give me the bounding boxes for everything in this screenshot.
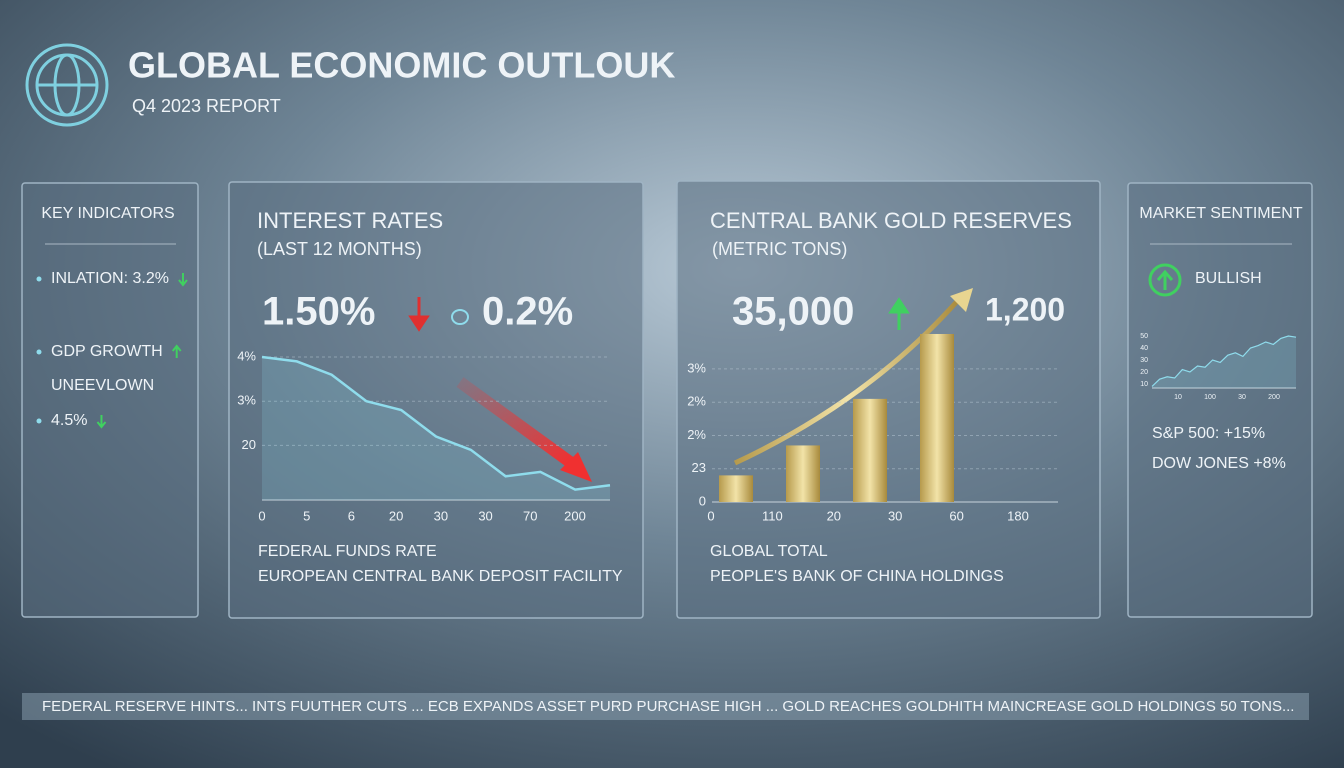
area <box>1152 336 1296 388</box>
y-tick-label: 4% <box>237 348 256 363</box>
indicator: UNEEVLOWN <box>51 377 154 394</box>
x-tick-label: 0 <box>707 508 714 523</box>
bull-icon-arrow <box>1156 269 1174 290</box>
x-tick-label: 5 <box>303 508 310 523</box>
x-tick-label: 180 <box>1007 508 1029 523</box>
panel-title: CENTRAL BANK GOLD RESERVES <box>710 208 1072 233</box>
interest-panel <box>228 181 644 619</box>
growth-arrow <box>733 296 962 466</box>
up-arrow <box>888 297 910 330</box>
bar <box>786 445 820 502</box>
bar <box>853 398 887 502</box>
growth-arrow-head <box>950 288 973 312</box>
indicator: 4.5% <box>51 412 87 429</box>
x-tick-label: 30 <box>1238 394 1246 401</box>
line <box>1151 335 1297 387</box>
y-tick-label: 0 <box>699 493 706 508</box>
x-tick-label: 200 <box>1268 394 1280 401</box>
trend-arrow <box>171 344 182 358</box>
key-indicators-panel <box>21 182 199 618</box>
x-tick-label: 0 <box>258 508 265 523</box>
legend-entry: GLOBAL TOTAL <box>710 543 828 560</box>
x-tick-label: 6 <box>348 508 355 523</box>
trend-arrow <box>456 377 574 467</box>
trend-arrow <box>178 273 188 287</box>
y-tick-label: 40 <box>1140 345 1148 352</box>
y-tick-label: 3% <box>687 360 706 375</box>
y-tick-label: 2% <box>687 394 706 409</box>
figure: 1,200 <box>985 291 1065 327</box>
status: BULLISH <box>1195 270 1262 287</box>
legend-entry: FEDERAL FUNDS RATE <box>258 543 437 560</box>
y-tick-label: 30 <box>1140 357 1148 364</box>
bullet <box>36 276 42 282</box>
y-tick-label: 20 <box>242 437 256 452</box>
legend-entry: EUROPEAN CENTRAL BANK DEPOSIT FACILITY <box>258 568 623 585</box>
panel-subtitle: (LAST 12 MONTHS) <box>257 239 422 259</box>
gold-panel <box>676 180 1101 619</box>
title: GLOBAL ECONOMIC OUTLOUK <box>128 45 675 86</box>
indicator: GDP GROWTH <box>51 343 163 360</box>
x-tick-label: 20 <box>389 508 403 523</box>
x-tick-label: 20 <box>827 508 841 523</box>
panel-title: INTEREST RATES <box>257 208 443 233</box>
figure: 1.50% <box>262 290 375 334</box>
bullet <box>36 418 42 424</box>
trend-arrow-head <box>560 452 592 482</box>
x-tick-label: 10 <box>1174 394 1182 401</box>
subtitle: Q4 2023 REPORT <box>132 96 281 116</box>
x-tick-label: 200 <box>564 508 586 523</box>
icon <box>451 309 469 325</box>
indicator: INLATION: 3.2% <box>51 270 169 287</box>
y-tick-label: 3% <box>237 393 256 408</box>
x-tick-label: 70 <box>523 508 537 523</box>
bullet <box>36 349 42 355</box>
bar <box>920 333 954 502</box>
area <box>262 357 610 500</box>
stat: DOW JONES +8% <box>1152 455 1286 472</box>
sentiment-panel <box>1127 182 1313 618</box>
y-tick-label: 10 <box>1140 381 1148 388</box>
figure: 0.2% <box>482 290 573 334</box>
x-tick-label: 110 <box>762 508 783 523</box>
bar <box>719 475 753 502</box>
y-tick-label: 23 <box>692 460 706 475</box>
x-tick-label: 100 <box>1204 394 1216 401</box>
logo <box>25 43 109 127</box>
x-tick-label: 30 <box>478 508 492 523</box>
panel-title: KEY INDICATORS <box>41 205 174 222</box>
stat: S&P 500: +15% <box>1152 425 1265 442</box>
x-tick-label: 60 <box>949 508 963 523</box>
line <box>261 355 611 491</box>
down-arrow <box>408 297 430 332</box>
panel-title: MARKET SENTIMENT <box>1139 205 1303 222</box>
figure: 35,000 <box>732 290 854 334</box>
y-tick-label: 50 <box>1140 333 1148 340</box>
x-tick-label: 30 <box>888 508 902 523</box>
trend-arrow <box>96 415 107 429</box>
ticker-bar <box>22 693 1309 720</box>
y-tick-label: 2% <box>687 427 706 442</box>
legend-entry: PEOPLE'S BANK OF CHINA HOLDINGS <box>710 568 1004 585</box>
x-tick-label: 30 <box>434 508 448 523</box>
ticker: FEDERAL RESERVE HINTS... INTS FUUTHER CU… <box>42 698 1294 715</box>
bull-icon <box>1148 263 1182 297</box>
y-tick-label: 20 <box>1140 369 1148 376</box>
panel-subtitle: (METRIC TONS) <box>712 239 847 259</box>
